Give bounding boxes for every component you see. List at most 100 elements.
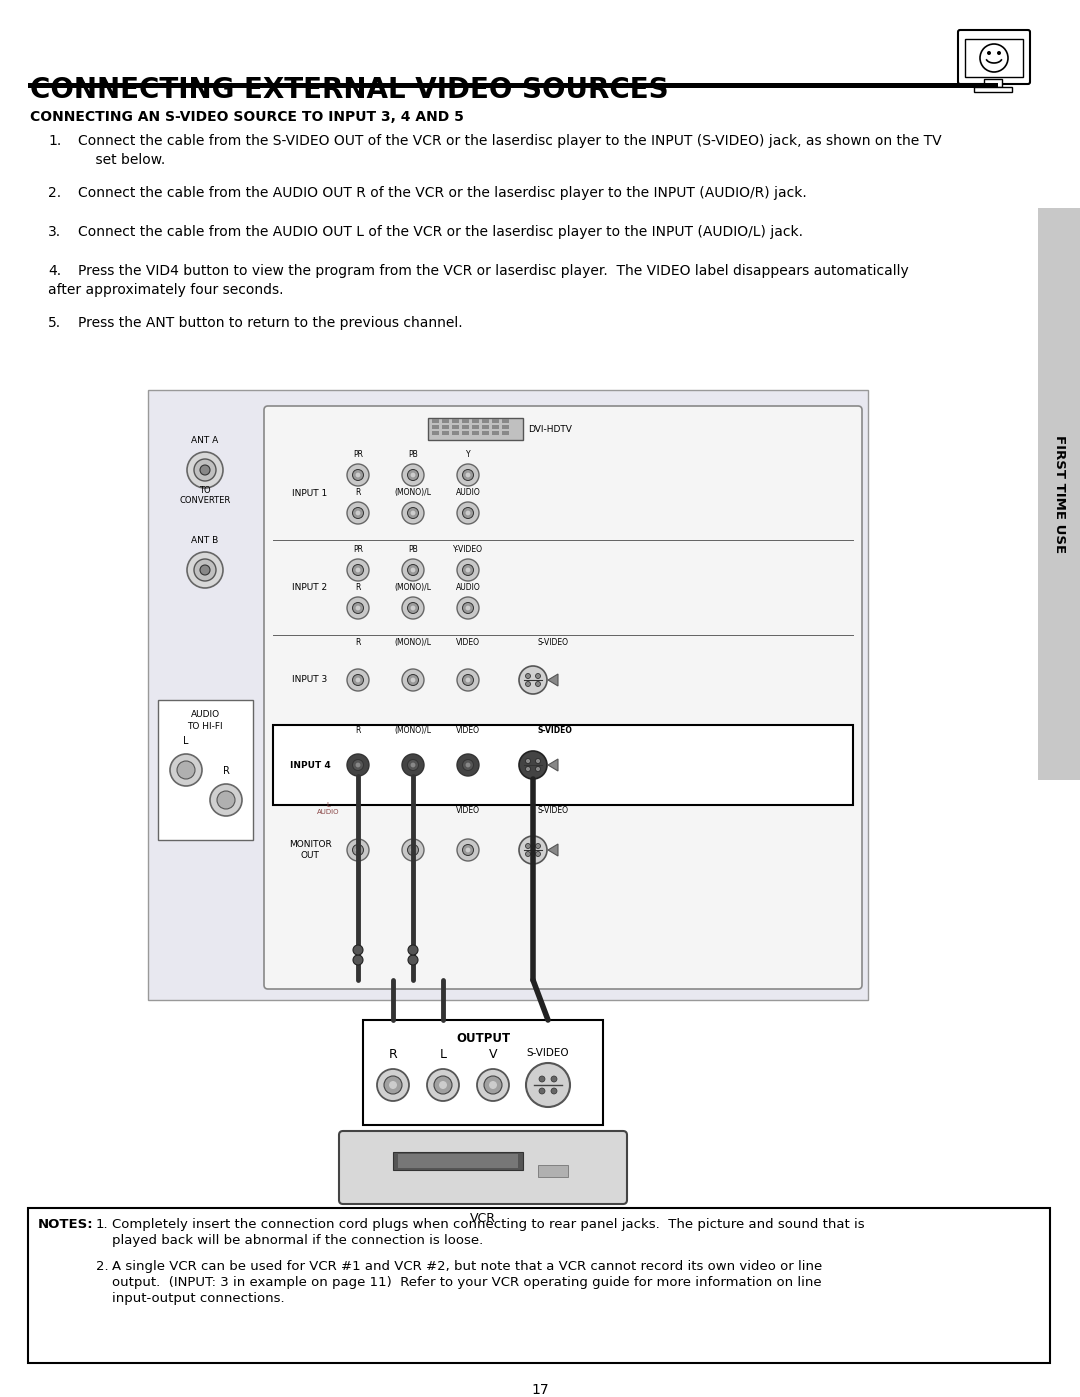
Text: 5.: 5. (48, 316, 62, 330)
Circle shape (407, 845, 419, 855)
Circle shape (347, 754, 369, 775)
Circle shape (526, 1063, 570, 1106)
Circle shape (410, 678, 416, 682)
Text: AUDIO: AUDIO (190, 710, 219, 719)
Circle shape (217, 791, 235, 809)
Bar (502, 419, 509, 423)
Circle shape (526, 767, 530, 771)
Circle shape (980, 43, 1008, 73)
Circle shape (410, 510, 416, 515)
Text: Connect the cable from the AUDIO OUT L of the VCR or the laserdisc player to the: Connect the cable from the AUDIO OUT L o… (78, 225, 804, 239)
Circle shape (408, 944, 418, 956)
Circle shape (997, 52, 1001, 54)
Circle shape (352, 564, 364, 576)
Circle shape (551, 1076, 557, 1083)
Circle shape (200, 564, 210, 576)
Text: VIDEO: VIDEO (456, 806, 480, 814)
Bar (974, 87, 1012, 92)
Bar (502, 425, 509, 429)
Circle shape (427, 1069, 459, 1101)
Circle shape (353, 944, 363, 956)
Text: L: L (184, 736, 189, 746)
Bar (399, 1154, 518, 1168)
Text: input-output connections.: input-output connections. (112, 1292, 285, 1305)
Circle shape (457, 754, 480, 775)
Text: (MONO)/L: (MONO)/L (394, 583, 432, 592)
Circle shape (410, 763, 416, 767)
FancyBboxPatch shape (264, 407, 862, 989)
Circle shape (536, 682, 540, 686)
Circle shape (526, 673, 530, 679)
Circle shape (352, 675, 364, 686)
Circle shape (347, 559, 369, 581)
Bar (472, 419, 480, 423)
Text: INPUT 1: INPUT 1 (293, 489, 327, 497)
Bar (28, 82, 998, 88)
Text: 1.: 1. (48, 134, 62, 148)
Bar (28, 1208, 1050, 1363)
Circle shape (200, 465, 210, 475)
Circle shape (410, 848, 416, 852)
Text: S-VIDEO: S-VIDEO (538, 638, 569, 647)
Text: CONNECTING AN S-VIDEO SOURCE TO INPUT 3, 4 AND 5: CONNECTING AN S-VIDEO SOURCE TO INPUT 3,… (30, 110, 464, 124)
Text: INPUT 2: INPUT 2 (293, 584, 327, 592)
Text: R: R (355, 638, 361, 647)
Circle shape (457, 669, 480, 692)
Circle shape (438, 1081, 447, 1090)
Circle shape (519, 752, 546, 780)
Bar (492, 425, 499, 429)
Text: DVI-HDTV: DVI-HDTV (528, 425, 572, 433)
Circle shape (519, 835, 546, 863)
Circle shape (352, 845, 364, 855)
Circle shape (462, 602, 473, 613)
Circle shape (377, 1069, 409, 1101)
Circle shape (384, 1076, 402, 1094)
Bar (442, 425, 449, 429)
Text: TO HI-FI: TO HI-FI (187, 722, 222, 731)
Circle shape (465, 848, 471, 852)
Circle shape (462, 507, 473, 518)
Text: Connect the cable from the S-VIDEO OUT of the VCR or the laserdisc player to the: Connect the cable from the S-VIDEO OUT o… (78, 134, 942, 148)
Text: TO: TO (199, 486, 211, 495)
Circle shape (462, 845, 473, 855)
Circle shape (410, 472, 416, 478)
Bar (393, 1153, 523, 1171)
Circle shape (402, 559, 424, 581)
Text: S-VIDEO: S-VIDEO (538, 726, 572, 735)
Text: INPUT 3: INPUT 3 (293, 676, 327, 685)
Circle shape (402, 754, 424, 775)
Text: L: L (440, 1048, 446, 1060)
Circle shape (352, 760, 364, 771)
Text: (MONO)/L: (MONO)/L (394, 488, 432, 497)
Circle shape (187, 552, 222, 588)
Circle shape (462, 760, 473, 771)
Circle shape (457, 559, 480, 581)
Bar (442, 432, 449, 434)
Text: 17: 17 (531, 1383, 549, 1397)
Circle shape (477, 1069, 509, 1101)
Circle shape (462, 469, 473, 481)
Bar (966, 39, 1023, 77)
Circle shape (457, 597, 480, 619)
Text: R: R (355, 726, 361, 735)
Text: S-VIDEO: S-VIDEO (538, 806, 569, 814)
Circle shape (536, 844, 540, 848)
Text: 4.: 4. (48, 264, 62, 278)
Circle shape (355, 848, 361, 852)
Bar (472, 432, 480, 434)
Bar (984, 80, 1002, 87)
Circle shape (526, 852, 530, 856)
Text: Connect the cable from the AUDIO OUT R of the VCR or the laserdisc player to the: Connect the cable from the AUDIO OUT R o… (78, 186, 807, 200)
Bar (453, 425, 459, 429)
Circle shape (402, 502, 424, 524)
Circle shape (347, 464, 369, 486)
Circle shape (465, 472, 471, 478)
Text: VIDEO: VIDEO (456, 638, 480, 647)
Text: OUTPUT: OUTPUT (456, 1032, 510, 1045)
Text: INPUT 4: INPUT 4 (289, 760, 330, 770)
Circle shape (347, 502, 369, 524)
Circle shape (407, 469, 419, 481)
Text: 2.: 2. (96, 1260, 109, 1273)
Circle shape (402, 597, 424, 619)
Text: AUDIO: AUDIO (456, 583, 481, 592)
